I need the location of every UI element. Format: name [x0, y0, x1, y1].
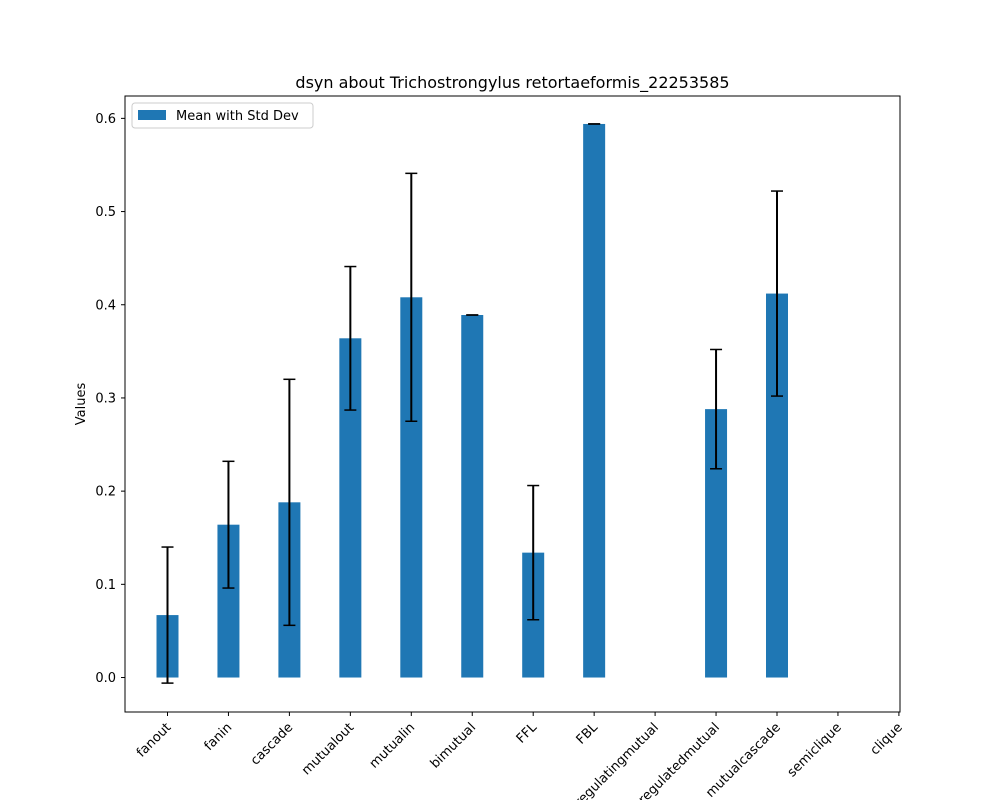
- x-tick-label-fanin: fanin: [202, 720, 236, 754]
- y-tick-label: 0.0: [95, 671, 116, 686]
- y-tick-label: 0.3: [95, 391, 116, 406]
- bar-FBL: [583, 123, 606, 678]
- y-tick-label: 0.6: [95, 112, 116, 127]
- legend-label: Mean with Std Dev: [176, 109, 299, 124]
- y-tick-label: 0.4: [95, 298, 116, 313]
- x-tick-label-FBL: FBL: [574, 720, 602, 748]
- legend-swatch: [138, 110, 166, 120]
- x-tick-label-FFL: FFL: [514, 720, 541, 747]
- bar-bimutual: [461, 315, 484, 678]
- bar-mutualout: [339, 338, 362, 678]
- bars-group: [156, 123, 788, 678]
- legend-box: [131, 102, 314, 129]
- y-tick-label: 0.1: [95, 578, 116, 593]
- bar-regulatedmutual: [705, 409, 728, 678]
- x-tick-label-semiclique: semiclique: [785, 720, 845, 780]
- x-tick-label-mutualin: mutualin: [367, 720, 418, 771]
- y-tick-label: 0.2: [95, 485, 116, 500]
- legend: Mean with Std Dev: [131, 102, 314, 129]
- x-tick-label-cascade: cascade: [248, 720, 296, 768]
- x-axis: fanout fanin cascade mutualout mutualin bimut…: [134, 712, 906, 800]
- bar-fanin: [217, 524, 240, 678]
- x-tick-label-bimutual: bimutual: [428, 720, 479, 771]
- bar-mutualcascade: [766, 293, 788, 678]
- chart-title: dsyn about Trichostrongylus retortaeform…: [295, 73, 729, 93]
- x-tick-label-clique: clique: [868, 720, 906, 758]
- error-bars-group: [161, 123, 783, 684]
- x-tick-label-fanout: fanout: [134, 720, 174, 760]
- bar-mutualin: [400, 297, 423, 678]
- y-axis-label: Values: [74, 383, 89, 426]
- x-tick-label-mutualout: mutualout: [299, 720, 357, 778]
- plot-frame: [124, 95, 901, 713]
- y-tick-label: 0.5: [95, 205, 116, 220]
- y-axis: 0.0 0.1 0.2 0.3 0.4 0.5 0.6: [95, 112, 125, 686]
